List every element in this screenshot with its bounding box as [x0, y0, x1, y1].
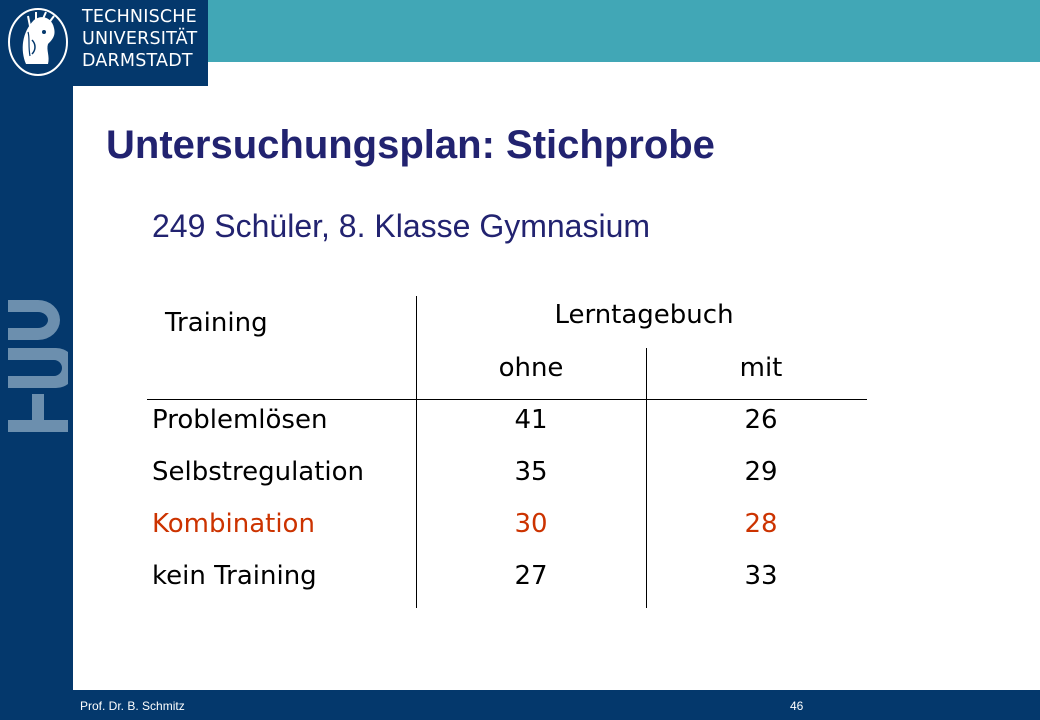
row-value: 27: [514, 561, 548, 591]
table-divider-vertical-left: [416, 296, 417, 608]
logo-line-3: DARMSTADT: [82, 51, 193, 71]
row-label: kein Training: [152, 561, 317, 591]
page-number: 46: [790, 699, 804, 713]
logo-line-2: UNIVERSITÄT: [82, 29, 198, 49]
row-value: 26: [744, 405, 778, 435]
group-header: Lerntagebuch: [554, 300, 734, 330]
logo-line-1: TECHNISCHE: [82, 7, 197, 27]
row-value-highlighted: 30: [514, 509, 548, 539]
tud-side-logo: [8, 300, 68, 432]
column-header-ohne: ohne: [498, 353, 564, 383]
row-value: 29: [744, 457, 778, 487]
top-accent-bar: [200, 0, 1040, 62]
university-logo: TECHNISCHE UNIVERSITÄT DARMSTADT: [0, 0, 208, 86]
row-value: 41: [514, 405, 548, 435]
row-header-label: Training: [165, 308, 268, 338]
row-value: 33: [744, 561, 778, 591]
row-value-highlighted: 28: [744, 509, 778, 539]
logo-text: TECHNISCHE UNIVERSITÄT DARMSTADT: [82, 6, 204, 72]
footer-author: Prof. Dr. B. Schmitz: [80, 699, 185, 713]
table-divider-horizontal: [147, 399, 867, 400]
table-divider-vertical-right: [646, 348, 647, 608]
column-header-mit: mit: [739, 353, 783, 383]
row-label-highlighted: Kombination: [152, 509, 315, 539]
slide-subtitle: 249 Schüler, 8. Klasse Gymnasium: [152, 208, 651, 244]
row-value: 35: [514, 457, 548, 487]
row-label: Problemlösen: [152, 405, 328, 435]
footer-bar: [0, 690, 1040, 720]
row-label: Selbstregulation: [152, 457, 365, 487]
slide-title: Untersuchungsplan: Stichprobe: [106, 123, 715, 167]
athena-head-icon: [8, 8, 68, 76]
